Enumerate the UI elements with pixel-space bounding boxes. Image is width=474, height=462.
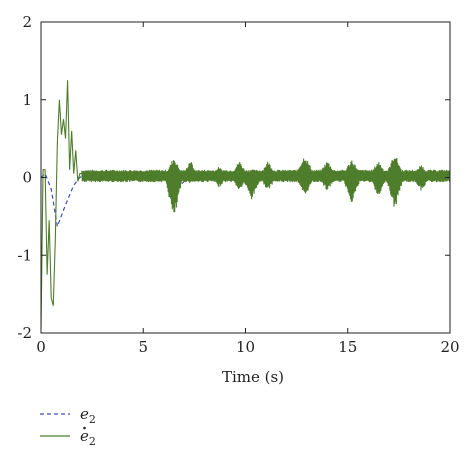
plot-area: [41, 80, 450, 330]
x-tick-label: 20: [440, 338, 459, 356]
y-tick-label: -1: [17, 246, 32, 264]
x-tick-label: 15: [338, 338, 357, 356]
series-line-e2-dot: [41, 80, 450, 330]
x-tick-label: 0: [36, 338, 46, 356]
legend-label-e2: e2: [80, 405, 96, 426]
y-tick-label: 1: [22, 91, 32, 109]
legend-derivative-dot: [83, 426, 86, 430]
legend-label-e2-dot: e2: [80, 427, 96, 448]
x-axis-label: Time (s): [222, 368, 284, 386]
x-tick-label: 10: [236, 338, 255, 356]
y-tick-label: 0: [22, 169, 32, 187]
x-tick-label: 5: [138, 338, 148, 356]
y-tick-label: -2: [17, 324, 32, 342]
y-tick-label: 2: [22, 13, 32, 31]
